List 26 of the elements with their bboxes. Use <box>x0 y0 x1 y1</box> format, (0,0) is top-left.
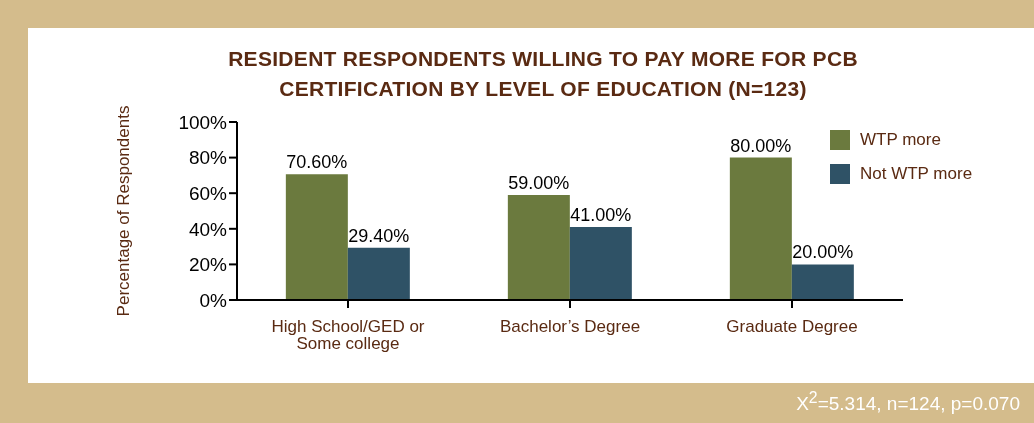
bar <box>507 194 570 300</box>
x-tick-label: Graduate Degree <box>726 317 858 337</box>
bar <box>569 227 632 300</box>
bar <box>791 264 854 300</box>
data-label: 59.00% <box>508 172 570 193</box>
y-tick-label: 20% <box>188 254 228 276</box>
chart-title: RESIDENT RESPONDENTS WILLING TO PAY MORE FOR PCB CERTIFICATION BY LEVEL OF EDUCATION (N=123) <box>227 46 859 102</box>
y-axis-title: Percentage of Respondents <box>114 105 134 317</box>
y-tick-label: 60% <box>188 182 228 204</box>
y-tick-label: 0% <box>199 289 228 311</box>
y-tick-label: 40% <box>188 218 228 240</box>
data-label: 80.00% <box>730 135 792 156</box>
bar <box>285 174 348 300</box>
text: X$^{2}$=5.314, n=124, p=0.070 <box>796 388 1020 415</box>
data-label: 70.60% <box>286 152 348 173</box>
bar <box>729 157 792 300</box>
x-tick-label: High School/GED or Some college <box>271 317 425 354</box>
y-tick-label: 100% <box>178 111 228 133</box>
legend-label: Not WTP more <box>860 164 973 184</box>
x-tick-label: Bachelor’s Degree <box>499 317 641 337</box>
data-label: 41.00% <box>570 205 632 226</box>
data-label: 29.40% <box>348 225 410 246</box>
data-label: 20.00% <box>792 242 854 263</box>
legend-label: WTP more <box>860 130 941 150</box>
bar <box>347 247 410 300</box>
y-tick-label: 80% <box>188 147 228 169</box>
